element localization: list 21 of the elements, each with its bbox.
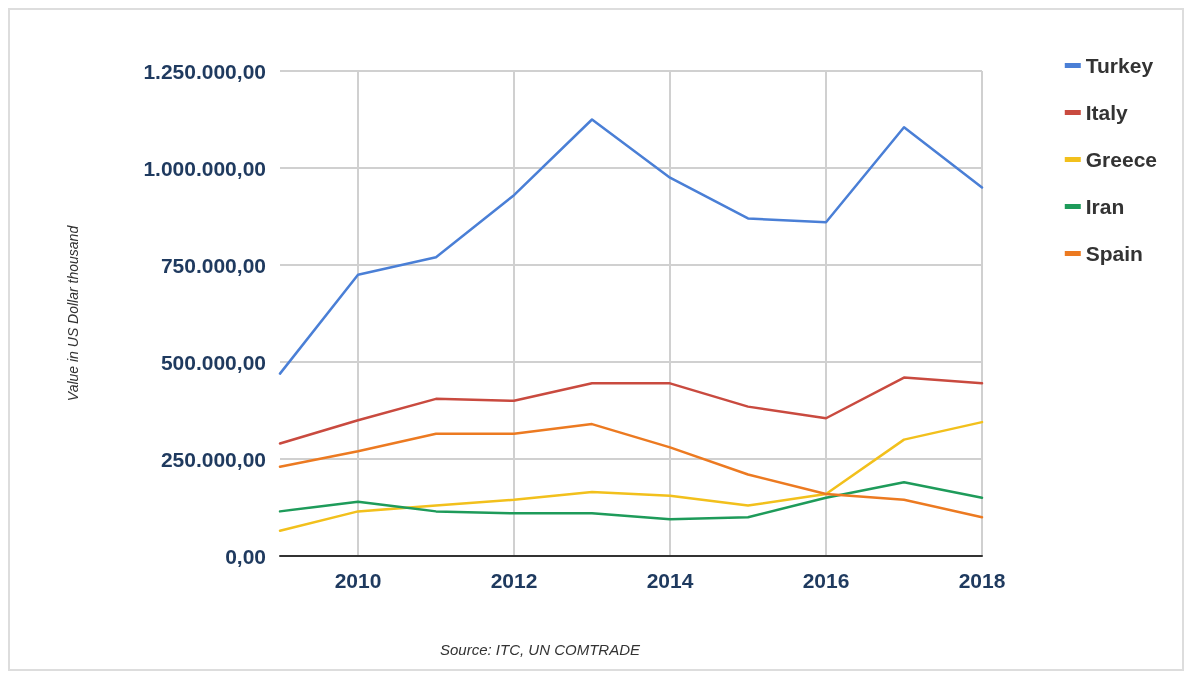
y-tick-label: 750.000,00 <box>160 253 266 277</box>
y-tick-label: 0,00 <box>225 544 266 568</box>
legend-label: Italy <box>1085 101 1129 124</box>
legend-label: Turkey <box>1085 54 1154 77</box>
source-note: Source: ITC, UN COMTRADE <box>440 641 642 658</box>
x-tick-label: 2014 <box>646 569 694 592</box>
y-tick-label: 1.250.000,00 <box>143 59 266 83</box>
line-series <box>278 118 984 375</box>
y-tick-label: 1.000.000,00 <box>143 156 266 180</box>
y-tick-label: 250.000,00 <box>160 447 266 471</box>
x-tick-label: 2018 <box>958 569 1006 592</box>
legend-label: Greece <box>1085 148 1158 171</box>
x-tick-label: 2016 <box>802 569 850 592</box>
y-tick-label: 500.000,00 <box>160 350 266 374</box>
x-tick-label: 2012 <box>490 569 538 592</box>
legend-label: Spain <box>1085 242 1143 265</box>
y-axis-title: Value in US Dollar thousand <box>65 224 81 402</box>
x-tick-label: 2010 <box>334 569 382 592</box>
legend-label: Iran <box>1085 195 1125 218</box>
line-series <box>278 481 984 521</box>
line-series <box>278 376 984 445</box>
